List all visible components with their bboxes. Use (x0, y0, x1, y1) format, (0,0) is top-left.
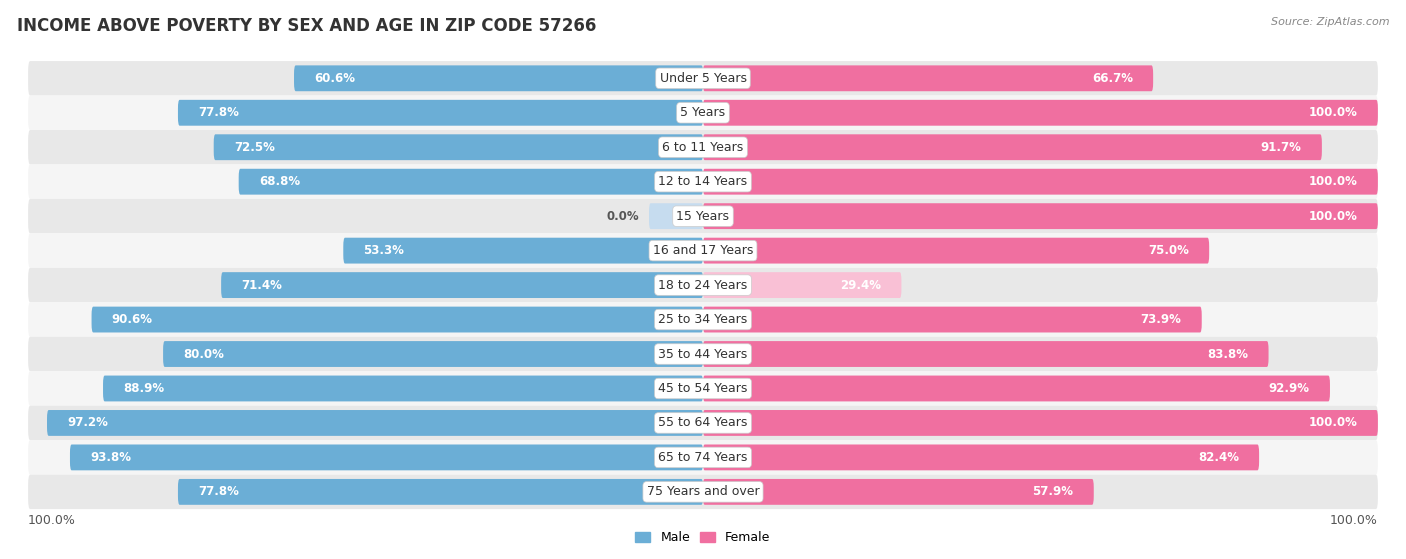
Text: 100.0%: 100.0% (1330, 514, 1378, 527)
FancyBboxPatch shape (703, 238, 1209, 263)
FancyBboxPatch shape (239, 169, 703, 195)
FancyBboxPatch shape (28, 96, 1378, 130)
Text: 83.8%: 83.8% (1208, 348, 1249, 361)
FancyBboxPatch shape (179, 479, 703, 505)
Text: 12 to 14 Years: 12 to 14 Years (658, 175, 748, 188)
FancyBboxPatch shape (28, 234, 1378, 268)
FancyBboxPatch shape (70, 444, 703, 470)
FancyBboxPatch shape (28, 440, 1378, 475)
Text: 88.9%: 88.9% (124, 382, 165, 395)
Text: 35 to 44 Years: 35 to 44 Years (658, 348, 748, 361)
Text: 80.0%: 80.0% (183, 348, 224, 361)
FancyBboxPatch shape (703, 203, 1378, 229)
FancyBboxPatch shape (343, 238, 703, 263)
Text: Under 5 Years: Under 5 Years (659, 72, 747, 85)
Text: 93.8%: 93.8% (90, 451, 131, 464)
FancyBboxPatch shape (703, 169, 1378, 195)
Text: 5 Years: 5 Years (681, 106, 725, 119)
FancyBboxPatch shape (91, 307, 703, 333)
FancyBboxPatch shape (163, 341, 703, 367)
Text: 75 Years and over: 75 Years and over (647, 485, 759, 499)
Text: 16 and 17 Years: 16 and 17 Years (652, 244, 754, 257)
FancyBboxPatch shape (703, 134, 1322, 160)
FancyBboxPatch shape (650, 203, 703, 229)
Text: 100.0%: 100.0% (1309, 416, 1358, 429)
Text: 72.5%: 72.5% (233, 141, 274, 154)
Text: 57.9%: 57.9% (1032, 485, 1074, 499)
FancyBboxPatch shape (703, 307, 1202, 333)
FancyBboxPatch shape (28, 302, 1378, 337)
Text: 60.6%: 60.6% (315, 72, 356, 85)
Text: INCOME ABOVE POVERTY BY SEX AND AGE IN ZIP CODE 57266: INCOME ABOVE POVERTY BY SEX AND AGE IN Z… (17, 17, 596, 35)
FancyBboxPatch shape (703, 100, 1378, 126)
FancyBboxPatch shape (28, 164, 1378, 199)
Text: 6 to 11 Years: 6 to 11 Years (662, 141, 744, 154)
Text: 29.4%: 29.4% (841, 278, 882, 292)
Text: 0.0%: 0.0% (606, 210, 638, 222)
Text: 55 to 64 Years: 55 to 64 Years (658, 416, 748, 429)
Text: 91.7%: 91.7% (1261, 141, 1302, 154)
FancyBboxPatch shape (28, 406, 1378, 440)
Text: 15 Years: 15 Years (676, 210, 730, 222)
FancyBboxPatch shape (179, 100, 703, 126)
FancyBboxPatch shape (103, 376, 703, 401)
Text: 77.8%: 77.8% (198, 106, 239, 119)
Text: 25 to 34 Years: 25 to 34 Years (658, 313, 748, 326)
Text: 73.9%: 73.9% (1140, 313, 1181, 326)
Text: 75.0%: 75.0% (1149, 244, 1189, 257)
FancyBboxPatch shape (221, 272, 703, 298)
FancyBboxPatch shape (28, 337, 1378, 371)
Text: 65 to 74 Years: 65 to 74 Years (658, 451, 748, 464)
FancyBboxPatch shape (703, 444, 1260, 470)
FancyBboxPatch shape (703, 479, 1094, 505)
FancyBboxPatch shape (28, 371, 1378, 406)
FancyBboxPatch shape (703, 410, 1378, 436)
FancyBboxPatch shape (28, 199, 1378, 234)
Text: 45 to 54 Years: 45 to 54 Years (658, 382, 748, 395)
FancyBboxPatch shape (214, 134, 703, 160)
FancyBboxPatch shape (703, 376, 1330, 401)
Text: 68.8%: 68.8% (259, 175, 299, 188)
FancyBboxPatch shape (703, 65, 1153, 91)
Text: 71.4%: 71.4% (242, 278, 283, 292)
FancyBboxPatch shape (703, 272, 901, 298)
Text: 90.6%: 90.6% (112, 313, 153, 326)
FancyBboxPatch shape (46, 410, 703, 436)
Text: 92.9%: 92.9% (1268, 382, 1310, 395)
FancyBboxPatch shape (28, 130, 1378, 164)
Text: 77.8%: 77.8% (198, 485, 239, 499)
Text: 100.0%: 100.0% (1309, 210, 1358, 222)
Text: 100.0%: 100.0% (28, 514, 76, 527)
Text: 100.0%: 100.0% (1309, 106, 1358, 119)
FancyBboxPatch shape (28, 268, 1378, 302)
Text: 82.4%: 82.4% (1198, 451, 1239, 464)
Text: Source: ZipAtlas.com: Source: ZipAtlas.com (1271, 17, 1389, 27)
Text: 53.3%: 53.3% (364, 244, 405, 257)
FancyBboxPatch shape (28, 475, 1378, 509)
Text: 66.7%: 66.7% (1092, 72, 1133, 85)
Text: 100.0%: 100.0% (1309, 175, 1358, 188)
FancyBboxPatch shape (703, 341, 1268, 367)
Text: 18 to 24 Years: 18 to 24 Years (658, 278, 748, 292)
FancyBboxPatch shape (294, 65, 703, 91)
Legend: Male, Female: Male, Female (630, 526, 776, 549)
FancyBboxPatch shape (28, 61, 1378, 96)
Text: 97.2%: 97.2% (67, 416, 108, 429)
